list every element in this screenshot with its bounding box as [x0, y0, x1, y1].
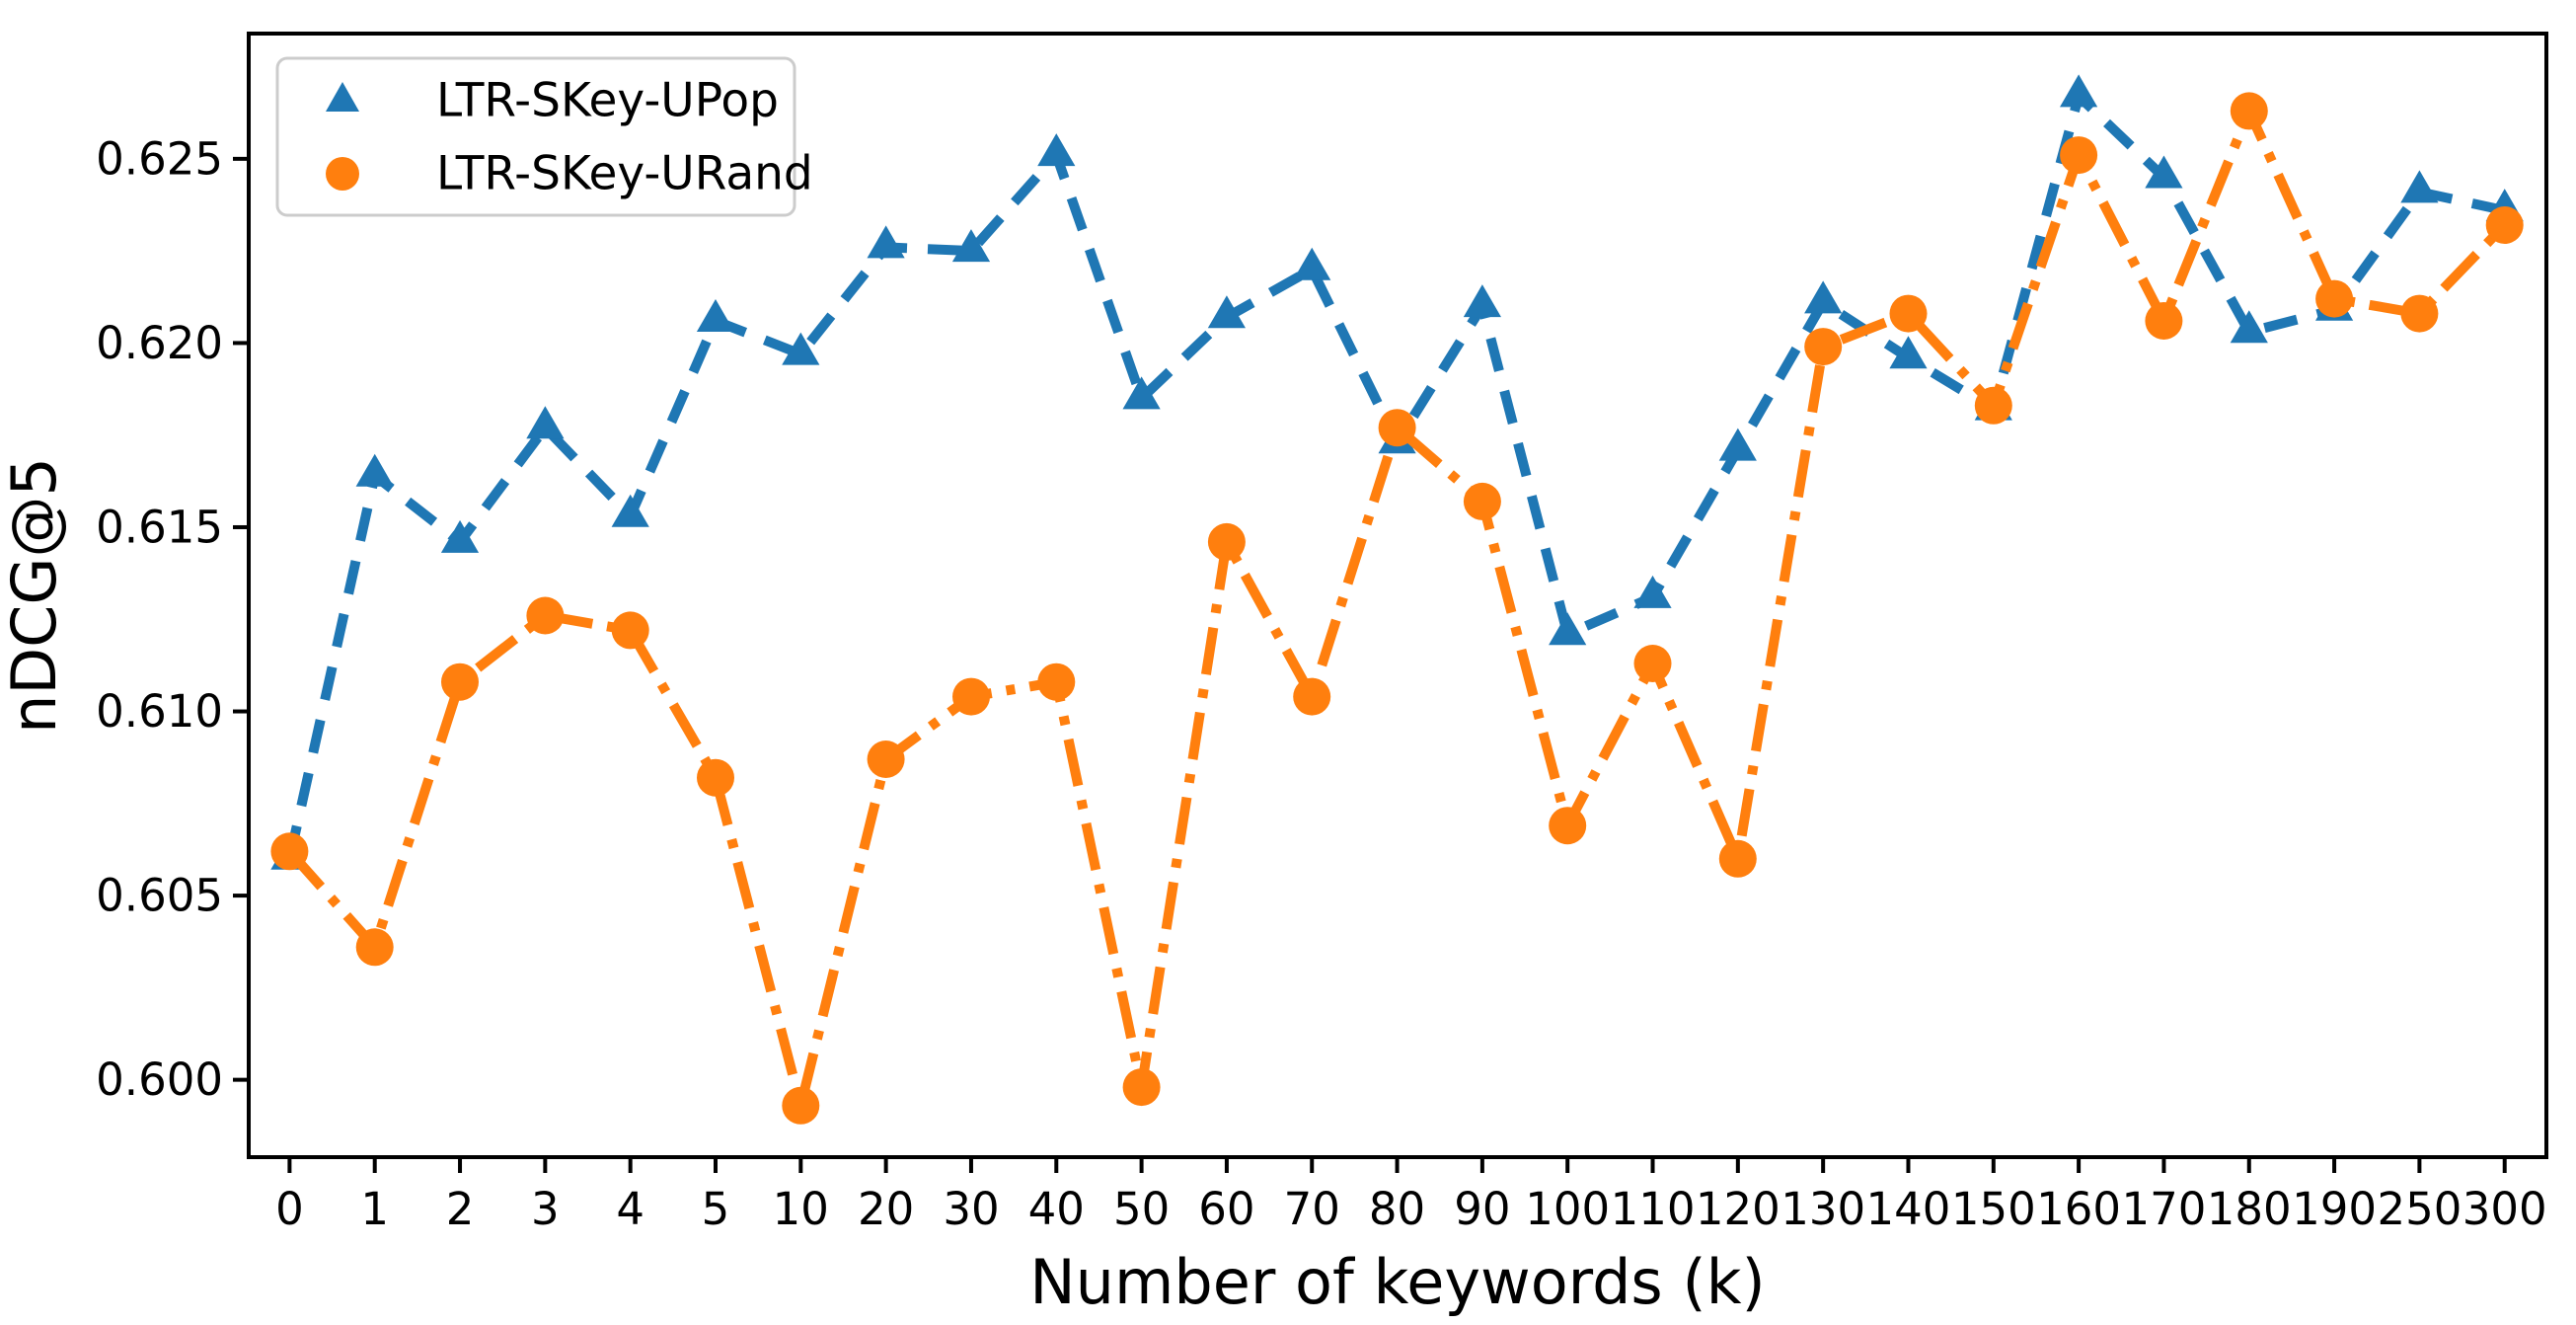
x-tick-label: 150	[1951, 1183, 2036, 1235]
x-tick-label: 130	[1780, 1183, 1865, 1235]
x-tick-label: 20	[858, 1183, 914, 1235]
legend-label-urand: LTR-SKey-URand	[436, 147, 813, 201]
circle-marker	[697, 758, 734, 797]
x-tick-label: 110	[1611, 1183, 1696, 1235]
triangle-marker	[782, 332, 820, 365]
x-tick-label: 70	[1284, 1183, 1340, 1235]
triangle-marker	[1207, 295, 1246, 329]
x-tick-label: 2	[446, 1183, 475, 1235]
x-tick-label: 250	[2377, 1183, 2462, 1235]
x-tick-label: 180	[2207, 1183, 2292, 1235]
triangle-marker	[2400, 170, 2439, 203]
x-tick-label: 4	[616, 1183, 644, 1235]
y-tick-label: 0.605	[96, 870, 223, 922]
triangle-marker	[1633, 575, 1672, 608]
x-tick-label: 190	[2292, 1183, 2377, 1235]
x-tick-label: 140	[1866, 1183, 1951, 1235]
circle-marker	[782, 1086, 820, 1125]
triangle-marker	[2145, 155, 2183, 189]
circle-marker	[1804, 328, 1843, 366]
series-line	[285, 98, 2509, 1108]
series-layer	[270, 74, 2524, 1125]
circle-marker	[1207, 522, 1246, 561]
circle-marker	[1293, 677, 1331, 716]
x-tick-label: 5	[702, 1183, 730, 1235]
x-tick-label: 3	[531, 1183, 560, 1235]
x-axis: 0 1 2 3 4 5 10 20 30 40 50 60 70 80 90 100 110 120 130 140 1…	[275, 1157, 2547, 1235]
circle-marker	[1889, 294, 1928, 333]
triangle-marker	[440, 519, 480, 553]
circle-marker	[2485, 206, 2524, 244]
x-tick-label: 0	[275, 1183, 304, 1235]
triangle-marker	[867, 225, 905, 259]
circle-marker	[611, 611, 649, 650]
triangle-marker	[696, 299, 735, 332]
series-ltr-skey-urand	[270, 92, 2524, 1125]
x-tick-label: 40	[1028, 1183, 1085, 1235]
legend-box	[275, 56, 796, 217]
x-tick-label: 120	[1696, 1183, 1780, 1235]
x-tick-label: 160	[2036, 1183, 2121, 1235]
triangle-marker	[611, 494, 649, 527]
circle-marker	[867, 740, 905, 778]
y-tick-label: 0.620	[96, 317, 223, 369]
circle-marker	[1463, 482, 1501, 520]
circle-marker	[2400, 294, 2439, 333]
y-tick-label: 0.615	[96, 501, 223, 553]
circle-marker	[526, 596, 565, 635]
circle-marker	[441, 662, 479, 701]
triangle-marker	[1889, 336, 1928, 369]
y-tick-label: 0.610	[96, 685, 223, 738]
y-axis-label: nDCG@5	[0, 457, 70, 734]
circle-marker	[1718, 839, 1757, 878]
circle-marker	[1122, 1068, 1161, 1107]
triangle-marker	[2060, 74, 2098, 108]
x-tick-label: 170	[2121, 1183, 2206, 1235]
triangle-marker	[1122, 376, 1161, 410]
circle-marker	[1974, 386, 2012, 425]
circle-marker	[1633, 645, 1672, 682]
circle-marker	[355, 928, 394, 967]
x-tick-label: 30	[943, 1183, 999, 1235]
x-tick-label: 60	[1198, 1183, 1254, 1235]
y-tick-label: 0.600	[96, 1053, 223, 1106]
triangle-marker	[1718, 428, 1757, 461]
x-tick-label: 50	[1113, 1183, 1170, 1235]
triangle-marker	[951, 229, 991, 263]
legend-triangle-marker-icon	[326, 82, 359, 112]
x-tick-label: 100	[1525, 1183, 1610, 1235]
circle-marker	[1549, 807, 1587, 845]
legend-circle-marker-icon	[326, 157, 359, 191]
triangle-marker	[1463, 284, 1501, 318]
triangle-marker	[1293, 247, 1331, 280]
circle-marker	[2060, 136, 2098, 175]
x-tick-label: 300	[2462, 1183, 2547, 1235]
circle-marker	[2230, 92, 2268, 130]
x-tick-label: 10	[773, 1183, 829, 1235]
triangle-marker	[1037, 133, 1076, 167]
triangle-marker	[2230, 310, 2268, 344]
triangle-marker	[526, 406, 565, 439]
triangle-marker	[355, 453, 394, 487]
circle-marker	[2145, 302, 2183, 340]
y-axis: 0.600 0.605 0.610 0.615 0.620 0.625	[96, 132, 249, 1106]
circle-marker	[952, 677, 990, 716]
circle-marker	[2315, 279, 2354, 318]
triangle-marker	[1804, 280, 1843, 314]
x-tick-label: 80	[1369, 1183, 1425, 1235]
circle-marker	[1378, 409, 1416, 447]
legend: LTR-SKey-UPop LTR-SKey-URand	[275, 56, 813, 217]
legend-label-upop: LTR-SKey-UPop	[436, 74, 779, 128]
x-axis-label: Number of keywords (k)	[1029, 1246, 1765, 1318]
circle-marker	[1037, 662, 1076, 701]
x-tick-label: 90	[1454, 1183, 1510, 1235]
triangle-marker	[1549, 612, 1587, 646]
x-tick-label: 1	[360, 1183, 389, 1235]
y-tick-label: 0.625	[96, 132, 223, 185]
circle-marker	[270, 832, 309, 871]
